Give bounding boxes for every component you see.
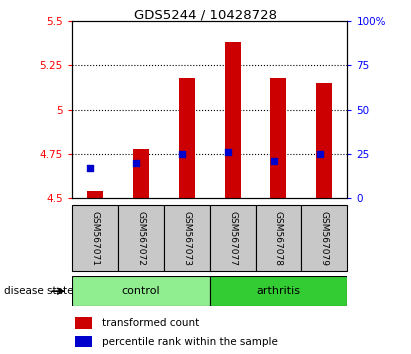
Bar (87, 191, 103, 198)
Bar (316, 83, 332, 198)
Bar (164, 205, 210, 271)
Text: transformed count: transformed count (102, 318, 199, 328)
Text: GSM567079: GSM567079 (320, 211, 329, 266)
Text: control: control (122, 286, 160, 296)
Bar (270, 78, 286, 198)
Point (87, 165, 94, 171)
Bar (118, 205, 164, 271)
Point (270, 158, 277, 164)
Point (179, 151, 185, 157)
Point (316, 151, 323, 157)
Bar (210, 205, 256, 271)
Bar (301, 205, 347, 271)
Text: GSM567072: GSM567072 (136, 211, 145, 266)
Text: arthritis: arthritis (256, 286, 300, 296)
Bar (256, 205, 301, 271)
Text: GSM567077: GSM567077 (228, 211, 237, 266)
Text: GDS5244 / 10428728: GDS5244 / 10428728 (134, 9, 277, 22)
Bar (224, 42, 240, 198)
Bar (133, 149, 149, 198)
Point (133, 160, 139, 166)
Text: GSM567071: GSM567071 (90, 211, 99, 266)
Text: GSM567078: GSM567078 (274, 211, 283, 266)
Bar (75, 317, 92, 329)
Bar (210, 276, 347, 306)
Text: disease state: disease state (4, 286, 74, 296)
Text: percentile rank within the sample: percentile rank within the sample (102, 337, 278, 347)
Bar (179, 78, 195, 198)
Text: GSM567073: GSM567073 (182, 211, 191, 266)
Bar (72, 205, 118, 271)
Bar (75, 336, 92, 347)
Point (225, 149, 231, 155)
Bar (72, 276, 210, 306)
